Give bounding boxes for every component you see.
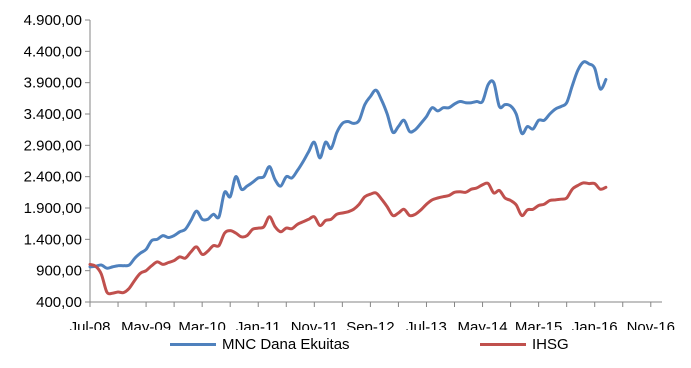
x-tick-label: Mar-15: [515, 319, 563, 330]
x-tick-label: May-14: [458, 319, 508, 330]
y-tick-label: 1.900,00: [24, 200, 82, 217]
y-tick-label: 4.900,00: [24, 12, 82, 29]
legend-swatch-mnc: [170, 342, 216, 346]
y-axis: 400,00 900,00 1.400,00 1.900,00 2.400,00 2.90…: [24, 12, 91, 311]
y-tick-label: 400,00: [36, 294, 82, 311]
y-tick-label: 2.400,00: [24, 169, 82, 186]
legend-label-mnc: MNC Dana Ekuitas: [222, 335, 350, 353]
legend-swatch-ihsg: [480, 342, 526, 346]
y-tick-label: 1.400,00: [24, 231, 82, 248]
x-tick-label: Jan-16: [572, 319, 618, 330]
x-tick-label: Nov-16: [627, 319, 675, 330]
y-tick-label: 2.900,00: [24, 137, 82, 154]
x-tick-label: Jul-08: [70, 319, 111, 330]
x-tick-label: Jul-13: [406, 319, 447, 330]
y-tick-label: 3.900,00: [24, 75, 82, 92]
x-tick-label: Sep-12: [346, 319, 394, 330]
legend-item-ihsg: IHSG: [480, 332, 569, 356]
x-tick-label: Jan-11: [236, 319, 281, 330]
y-tick-label: 3.400,00: [24, 106, 82, 123]
series-line-mnc: [88, 60, 608, 270]
legend-item-mnc: MNC Dana Ekuitas: [170, 332, 350, 356]
y-tick-label: 900,00: [36, 263, 82, 280]
y-tick-label: 4.400,00: [24, 43, 82, 60]
legend-label-ihsg: IHSG: [532, 335, 569, 353]
x-tick-label: Nov-11: [291, 319, 338, 330]
line-chart: 400,00 900,00 1.400,00 1.900,00 2.400,00 2.90…: [24, 12, 675, 330]
series-line-ihsg: [88, 181, 608, 296]
x-axis: Jul-08 May-09 Mar-10 Jan-11 Nov-11 Sep-12 Jul-…: [70, 301, 675, 330]
x-tick-label: Mar-10: [178, 319, 226, 330]
x-tick-label: May-09: [121, 319, 171, 330]
series-layer: [88, 60, 608, 296]
